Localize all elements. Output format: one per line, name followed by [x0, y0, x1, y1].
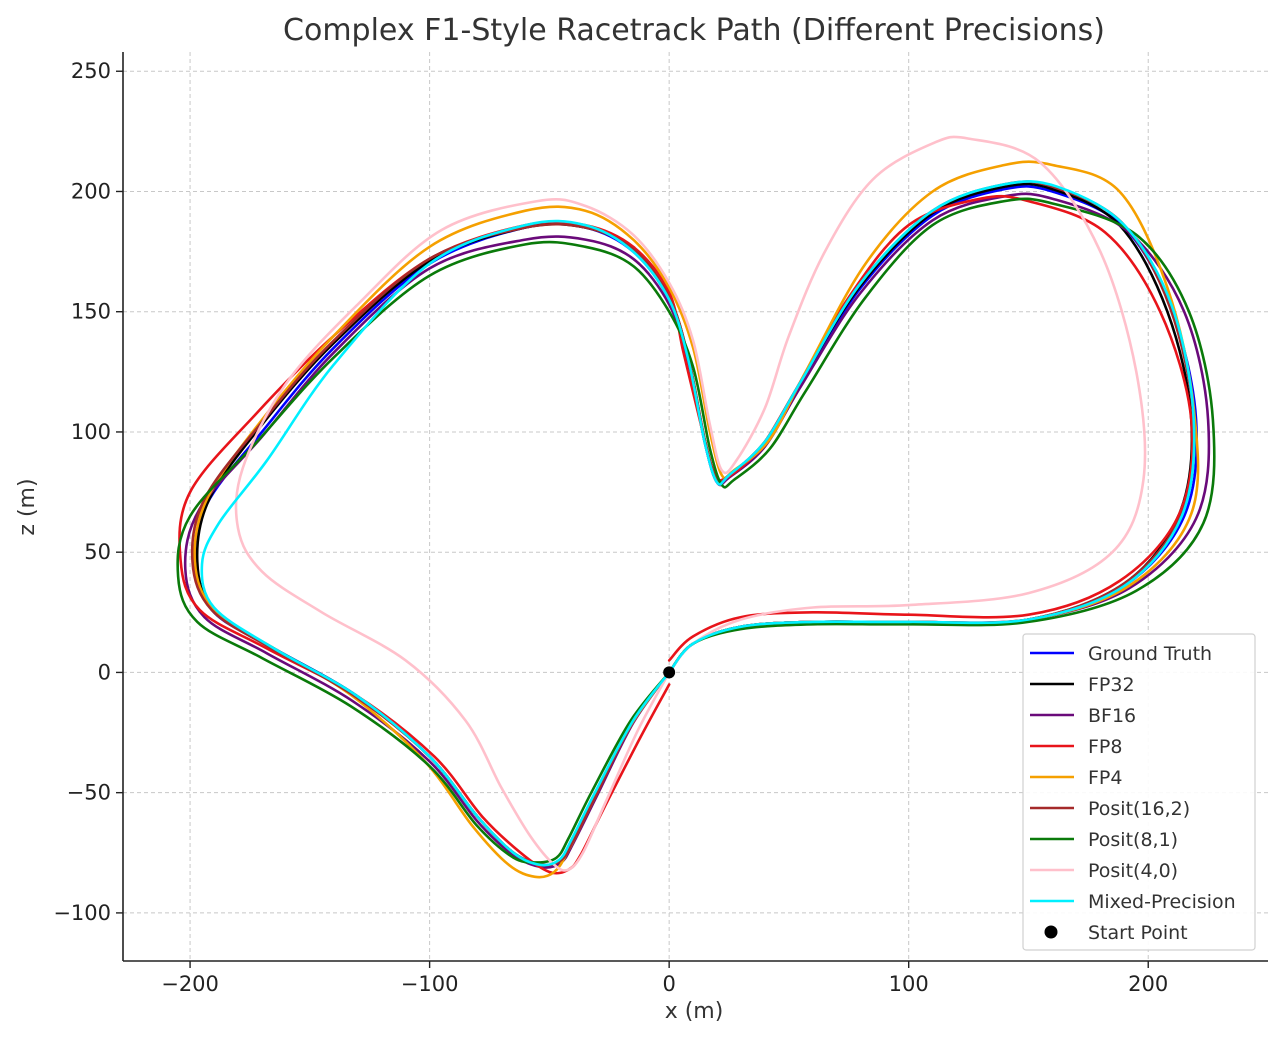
legend-label-fp32: FP32: [1088, 674, 1135, 696]
series-line-mixed-precision: [200, 180, 1196, 867]
legend-label-posit-8-1: Posit(8,1): [1088, 829, 1178, 851]
y-tick-label: 50: [84, 540, 111, 564]
x-axis-label: x (m): [665, 999, 724, 1024]
y-axis-label: z (m): [15, 478, 40, 535]
x-tick-label: 200: [1128, 972, 1168, 996]
legend-label-start-point: Start Point: [1088, 922, 1188, 944]
y-tick-label: 200: [71, 179, 111, 203]
legend-label-mixed-precision: Mixed-Precision: [1088, 891, 1236, 913]
x-tick-label: 0: [662, 972, 675, 996]
y-tick-label: −50: [67, 781, 111, 805]
legend-box: [1022, 633, 1256, 951]
legend-label-posit-4-0: Posit(4,0): [1088, 860, 1178, 882]
series-lines: [176, 135, 1216, 879]
y-tick-label: 250: [71, 59, 111, 83]
series-line-fp8: [178, 194, 1194, 875]
series-line-posit-4-0: [234, 135, 1147, 872]
legend-label-bf16: BF16: [1088, 705, 1136, 727]
y-tick-label: 100: [71, 420, 111, 444]
x-tick-label: −100: [401, 972, 459, 996]
y-tick-label: 150: [71, 300, 111, 324]
start-point-marker-layer: [663, 666, 676, 679]
legend-swatch-start-point: [1044, 925, 1058, 939]
series-line-posit-8-1: [176, 197, 1216, 864]
axes: [122, 52, 1268, 962]
start-point-marker: [663, 666, 676, 679]
legend: Ground Truth FP32 BF16 FP8 FP4 Posit(16,2) Pos…: [1022, 633, 1256, 951]
y-tick-label: −100: [53, 901, 111, 925]
chart-title: Complex F1-Style Racetrack Path (Differe…: [283, 13, 1105, 48]
x-tick-label: 100: [889, 972, 929, 996]
legend-label-posit-16-2: Posit(16,2): [1088, 798, 1190, 820]
series-line-fp4: [193, 160, 1200, 879]
x-tick-label: −200: [161, 972, 219, 996]
legend-label-fp4: FP4: [1088, 767, 1122, 789]
tick-labels: −200 −100 0 100 200 −100 −50 0 50 100 150 200 250: [53, 59, 1168, 996]
legend-label-fp8: FP8: [1088, 736, 1122, 758]
y-tick-label: 0: [98, 660, 111, 684]
legend-label-ground-truth: Ground Truth: [1088, 643, 1212, 665]
